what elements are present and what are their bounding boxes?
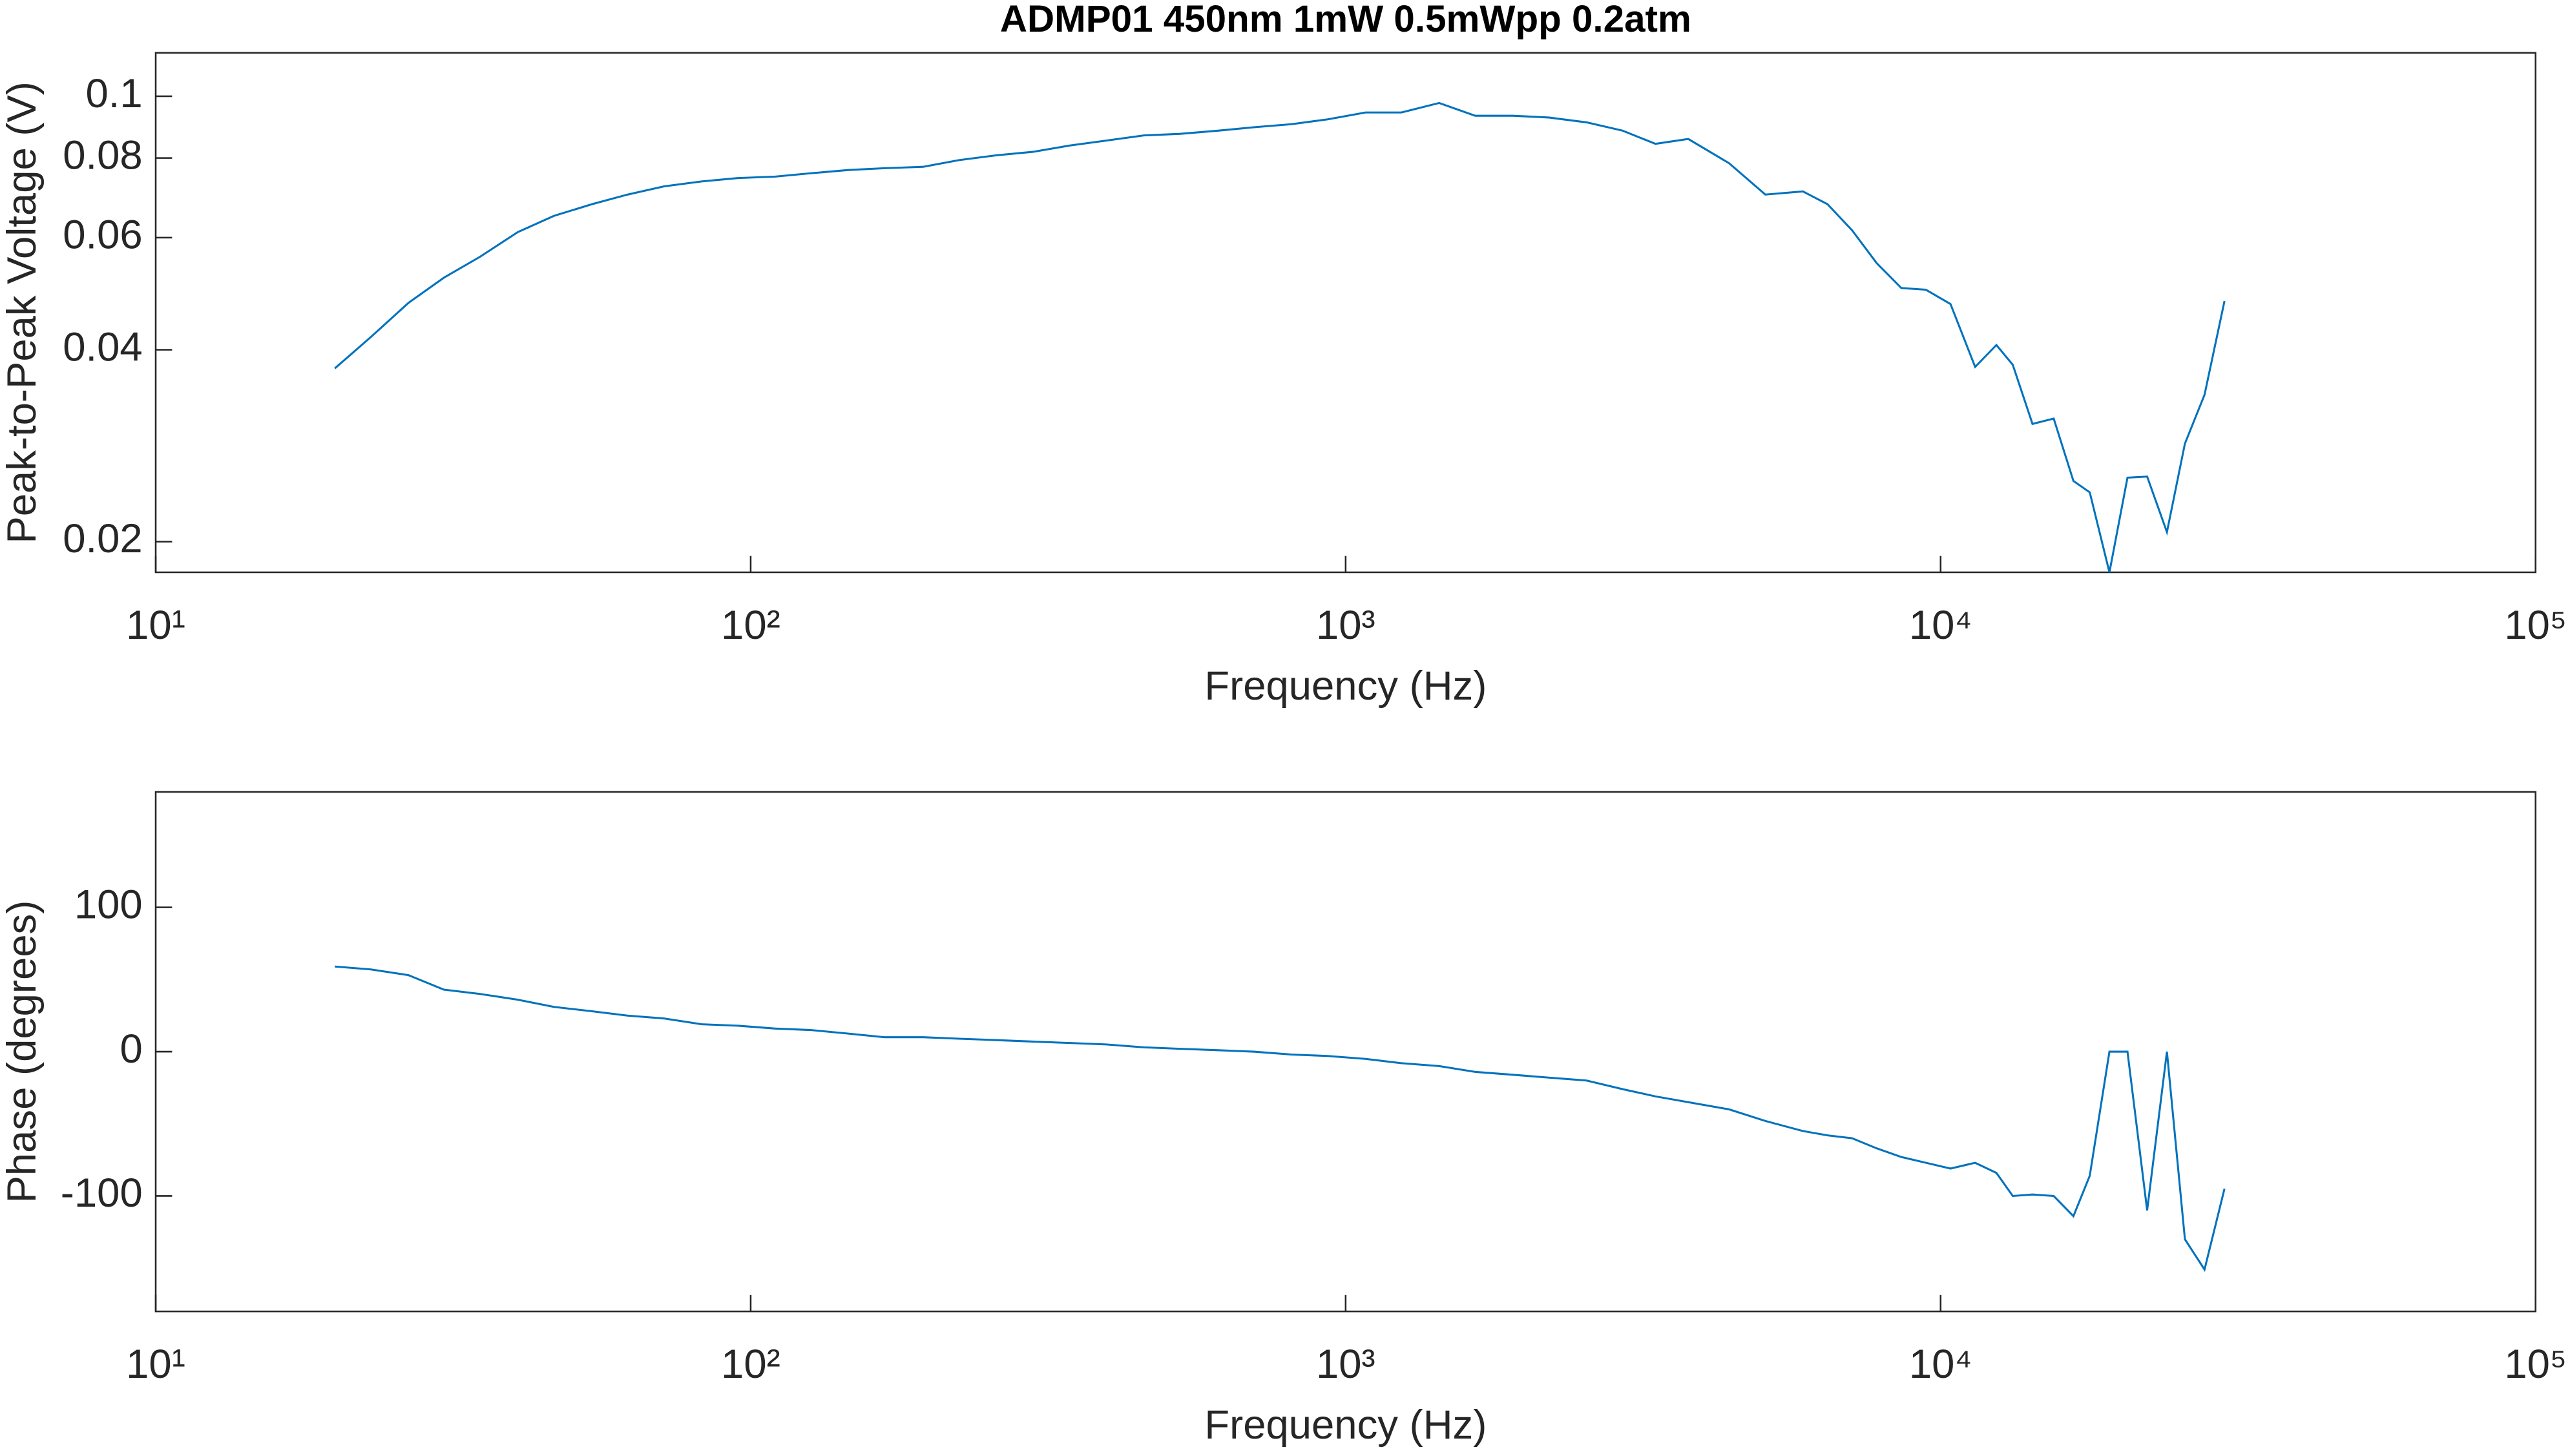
x-axis-label: Frequency (Hz) [1204,1402,1487,1448]
y-tick-label: -100 [61,1170,143,1216]
x-tick-label: 10⁵ [2504,1342,2567,1387]
x-tick-label: 10³ [1316,1342,1375,1387]
data-line [335,965,2226,1273]
y-tick-label: 0.1 [86,71,143,116]
x-tick-label: 10² [721,603,780,648]
x-tick-label: 10³ [1316,603,1375,648]
x-tick-label: 10⁵ [2504,603,2567,648]
y-tick-label: 0 [120,1026,142,1072]
x-tick-label: 10⁴ [1909,603,1972,648]
y-tick-label: 0.06 [63,213,142,258]
x-tick-label: 10¹ [126,1342,185,1387]
y-tick-label: 100 [74,882,143,927]
x-axis-label: Frequency (Hz) [1204,663,1487,709]
x-tick-label: 10² [721,1342,780,1387]
y-axis-label: Phase (degrees) [0,900,45,1203]
y-axis-label: Peak-to-Peak Voltage (V) [0,81,45,543]
y-tick-label: 0.08 [63,132,142,178]
x-tick-label: 10¹ [126,603,185,648]
x-tick-label: 10⁴ [1909,1342,1972,1387]
y-tick-label: 0.02 [63,516,142,561]
data-line [334,101,2226,573]
chart-title: ADMP01 450nm 1mW 0.5mWpp 0.2atm [1000,0,1691,40]
y-tick-label: 0.04 [63,324,142,369]
